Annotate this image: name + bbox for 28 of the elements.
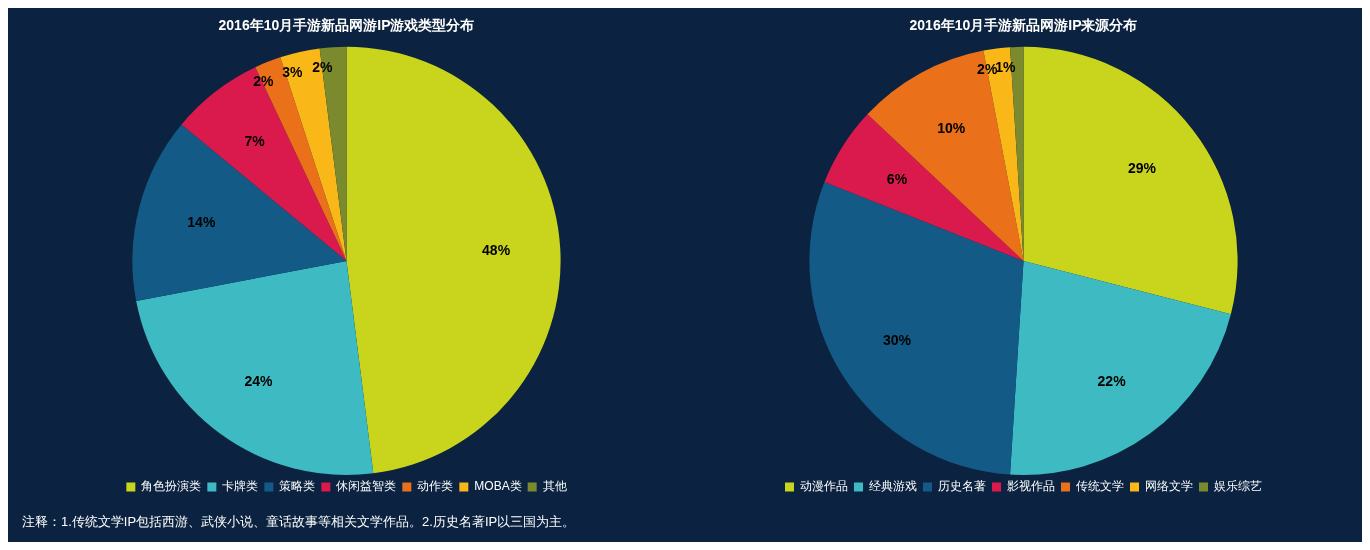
legend-label: 卡牌类: [222, 479, 259, 494]
data-label: 6%: [886, 171, 908, 188]
data-label: 22%: [1097, 373, 1127, 390]
text: 注释：1.传统文学IP包括西游、武侠小说、童话故事等相关文学作品。2.历史名著IP以三国为主。: [22, 513, 577, 531]
legend-label: MOBA类: [474, 479, 522, 494]
legend-label: 动漫作品: [800, 479, 848, 494]
data-label: 2%: [253, 72, 275, 89]
legend-label: 影视作品: [1007, 479, 1055, 494]
legend-label: 其他: [542, 479, 567, 494]
data-label: 7%: [244, 133, 266, 150]
legend-label: 动作类: [417, 479, 454, 494]
legend-label: 角色扮演类: [141, 479, 202, 494]
data-label: 14%: [187, 214, 216, 231]
chart-title: 2016年10月手游新品网游IP游戏类型分布: [218, 17, 475, 34]
data-label: 29%: [1127, 159, 1157, 176]
legend-label: 历史名著: [938, 479, 986, 494]
data-label: 24%: [244, 373, 273, 390]
legend-label: 娱乐综艺: [1214, 479, 1262, 494]
legend-label: 策略类: [279, 479, 316, 494]
legend-label: 传统文学: [1076, 479, 1124, 494]
legend-label: 休闲益智类: [336, 479, 397, 494]
legend-label: 网络文学: [1145, 479, 1193, 494]
legend-label: 经典游戏: [869, 479, 917, 494]
chart-title: 2016年10月手游新品网游IP来源分布: [909, 17, 1138, 34]
data-label: 10%: [937, 120, 966, 137]
data-label: 48%: [482, 242, 511, 259]
data-label: 3%: [282, 63, 304, 80]
data-label: 30%: [882, 332, 912, 349]
